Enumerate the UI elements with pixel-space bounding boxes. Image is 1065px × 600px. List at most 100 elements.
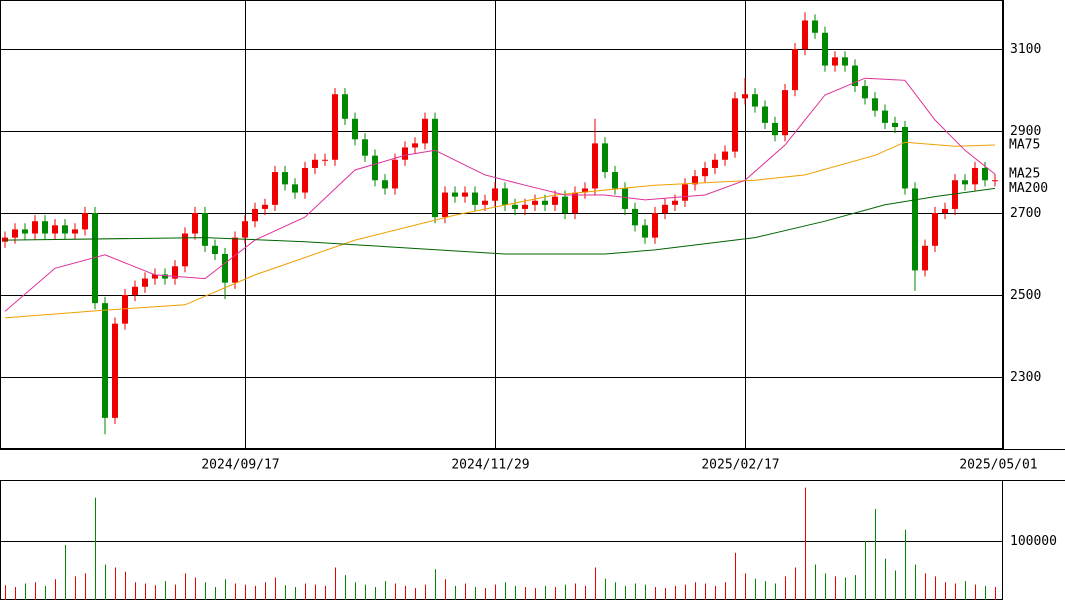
candle-body xyxy=(352,118,358,140)
candle-body xyxy=(772,122,778,136)
legend-label: MA75 xyxy=(1009,138,1040,153)
candle-body xyxy=(712,159,718,168)
y-tick-label: 100000 xyxy=(1010,534,1057,549)
candle-body xyxy=(302,167,308,193)
candle-body xyxy=(612,172,618,189)
candle-body xyxy=(862,86,868,99)
y-tick-label: 2700 xyxy=(1010,206,1041,221)
candle-body xyxy=(572,192,578,214)
y-tick-label: 2900 xyxy=(1010,124,1041,139)
candle-body xyxy=(672,200,678,205)
candle-body xyxy=(552,196,558,205)
candle-body xyxy=(582,188,588,193)
candle-body xyxy=(452,192,458,197)
legend-label: MA200 xyxy=(1009,181,1048,196)
candle-body xyxy=(882,110,888,123)
candle-body xyxy=(372,155,378,181)
x-tick-label: 2025/05/01 xyxy=(959,458,1037,473)
candle-body xyxy=(902,126,908,189)
y-tick-label: 3100 xyxy=(1010,42,1041,57)
candle-body xyxy=(342,94,348,119)
price-frame xyxy=(0,0,1003,449)
candle-body xyxy=(732,98,738,152)
candle-body xyxy=(192,213,198,234)
candle-body xyxy=(952,180,958,209)
candle-body xyxy=(82,213,88,230)
candle-body xyxy=(532,200,538,205)
candle-body xyxy=(32,221,38,234)
candle-body xyxy=(982,167,988,181)
candle-body xyxy=(322,159,328,161)
candle-body xyxy=(932,213,938,246)
candle-body xyxy=(492,188,498,201)
candle-body xyxy=(852,65,858,87)
x-tick-label: 2024/09/17 xyxy=(201,458,279,473)
candle-body xyxy=(62,225,68,234)
candle-body xyxy=(682,184,688,201)
candle-body xyxy=(962,180,968,185)
candle-body xyxy=(602,143,608,173)
y-tick-label: 2500 xyxy=(1010,288,1041,303)
candle-body xyxy=(662,204,668,214)
candle-body xyxy=(642,225,648,238)
candle-body xyxy=(362,139,368,156)
candle-body xyxy=(592,143,598,189)
candle-body xyxy=(702,167,708,177)
candle-body xyxy=(242,221,248,238)
volume-frame xyxy=(0,480,1003,600)
candle-body xyxy=(812,20,818,33)
candle-body xyxy=(52,225,58,234)
candle-body xyxy=(432,118,438,218)
candle-body xyxy=(412,143,418,148)
candle-body xyxy=(282,172,288,185)
candle-body xyxy=(252,208,258,222)
candle-body xyxy=(752,94,758,107)
candle-body xyxy=(72,229,78,234)
candle-body xyxy=(172,266,178,279)
candle-body xyxy=(912,188,918,271)
candle-body xyxy=(802,20,808,50)
candle-body xyxy=(232,237,238,283)
x-tick-label: 2024/11/29 xyxy=(451,458,529,473)
candle-body xyxy=(692,176,698,185)
legend-label: MA25 xyxy=(1009,167,1040,182)
candle-body xyxy=(142,278,148,287)
candle-body xyxy=(212,245,218,254)
candle-body xyxy=(22,229,28,234)
candle-body xyxy=(392,159,398,189)
candle-body xyxy=(512,204,518,209)
candle-body xyxy=(652,213,658,238)
candle-body xyxy=(112,323,118,418)
candle-body xyxy=(502,188,508,205)
y-tick-label: 2300 xyxy=(1010,370,1041,385)
candle-body xyxy=(102,303,108,418)
candle-body xyxy=(482,200,488,205)
candle-body xyxy=(292,184,298,193)
candle-body xyxy=(262,204,268,209)
candle-body xyxy=(762,106,768,123)
candle-body xyxy=(202,213,208,246)
candle-body xyxy=(92,213,98,304)
candle-body xyxy=(972,167,978,185)
candle-body xyxy=(722,151,728,160)
candle-body xyxy=(792,49,798,91)
candle-body xyxy=(12,229,18,238)
ma-line xyxy=(4,187,996,255)
candle-body xyxy=(162,274,168,279)
candle-body xyxy=(742,94,748,99)
candle-body xyxy=(332,94,338,160)
candle-body xyxy=(272,172,278,205)
candle-body xyxy=(402,147,408,160)
candle-body xyxy=(922,245,928,271)
candle-body xyxy=(152,274,158,279)
candle-body xyxy=(382,180,388,189)
candle-body xyxy=(312,159,318,168)
candle-body xyxy=(542,200,548,205)
candle-body xyxy=(562,196,568,214)
candle-body xyxy=(422,118,428,144)
candle-body xyxy=(632,208,638,226)
candle-body xyxy=(42,221,48,234)
candle-body xyxy=(622,188,628,209)
candle-body xyxy=(832,57,838,66)
